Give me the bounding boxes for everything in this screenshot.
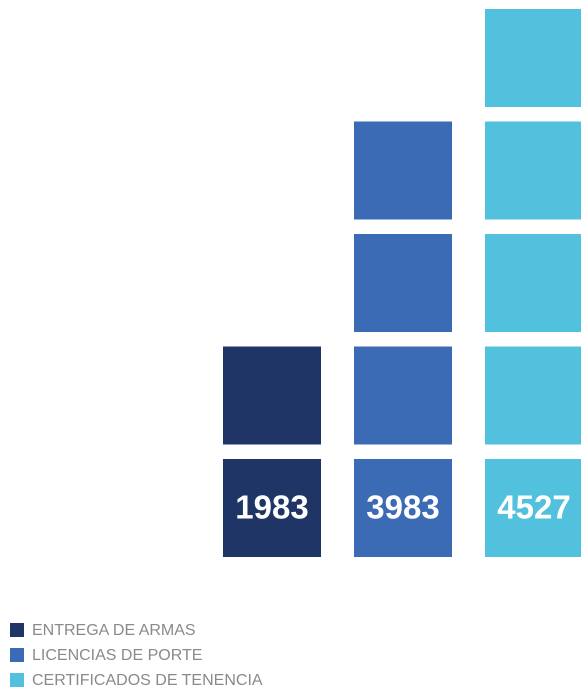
pictogram-square [354, 346, 452, 445]
legend-swatch [10, 648, 24, 662]
pictogram-square [354, 121, 452, 220]
value-label: 3983 [366, 489, 439, 526]
pictogram-square [485, 234, 581, 332]
pictogram-square [485, 346, 581, 445]
pictogram-square [223, 459, 321, 557]
legend-label: CERTIFICADOS DE TENENCIA [32, 672, 263, 689]
pictogram-square [485, 459, 581, 557]
pictogram-square [485, 9, 581, 107]
value-label: 1983 [235, 489, 308, 526]
pictogram-square [354, 234, 452, 332]
pictogram-square [354, 459, 452, 557]
pictogram-square [485, 121, 581, 220]
legend-label: LICENCIAS DE PORTE [32, 647, 202, 664]
legend-label: ENTREGA DE ARMAS [32, 622, 196, 639]
legend-swatch [10, 673, 24, 687]
value-label: 4527 [497, 489, 570, 526]
legend-swatch [10, 623, 24, 637]
pictogram-square [223, 346, 321, 445]
